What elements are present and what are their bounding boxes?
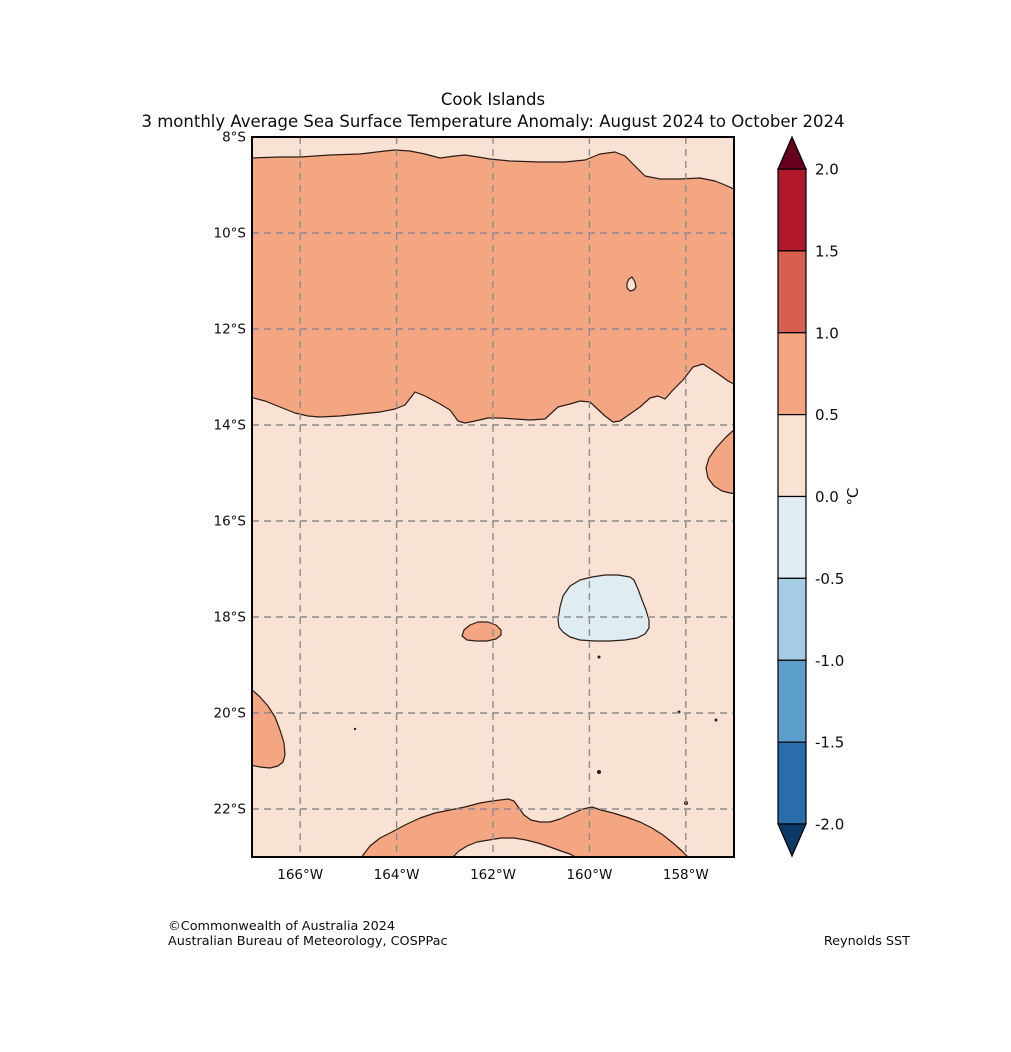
lat-tick-label: 16°S	[214, 514, 247, 530]
copyright-line1: ©Commonwealth of Australia 2024	[168, 919, 396, 934]
colorbar-segment	[777, 250, 807, 334]
colorbar-segment	[777, 332, 807, 416]
colorbar-segment	[777, 495, 807, 579]
colorbar-tick-label: -1.5	[815, 734, 844, 752]
copyright-line2: Australian Bureau of Meteorology, COSPPa…	[168, 934, 448, 950]
colorbar-arrow-below	[777, 823, 807, 858]
island-dot	[597, 655, 601, 659]
colorbar-tick-label: 0.5	[815, 406, 839, 424]
page-subtitle: 3 monthly Average Sea Surface Temperatur…	[141, 112, 845, 131]
region-warm-patch-east-14.5S	[705, 428, 734, 495]
region-cool-patch-160W-18S	[557, 574, 650, 642]
colorbar-tick-label: 1.5	[815, 242, 839, 260]
colorbar-tick-label: 1.0	[815, 324, 839, 342]
island-dot	[714, 718, 718, 722]
colorbar-segment	[777, 659, 807, 743]
island-dot	[597, 770, 601, 774]
colorbar-arrow-above	[777, 135, 807, 170]
lat-tick-label: 8°S	[222, 130, 246, 146]
lat-tick-label: 20°S	[214, 706, 247, 722]
lon-tick-label: 158°W	[663, 867, 709, 883]
colorbar-segment	[777, 741, 807, 825]
lat-tick-label: 18°S	[214, 610, 247, 626]
region-warm-patch-west-20S	[252, 688, 286, 769]
island-dot	[353, 727, 357, 731]
region-enclave-159W-11S	[626, 276, 637, 292]
graticule-gridlines	[252, 137, 734, 857]
colorbar-tick-label: -2.0	[815, 816, 844, 834]
colorbar-tick-label: -1.0	[815, 652, 844, 670]
lon-tick-label: 164°W	[374, 867, 420, 883]
region-warm-band-south	[360, 798, 689, 857]
region-warm-spot-162W-18.4S	[461, 621, 502, 642]
lon-tick-label: 160°W	[566, 867, 612, 883]
lat-tick-label: 22°S	[214, 802, 247, 818]
colorbar-segment	[777, 577, 807, 661]
colorbar-tick-label: -0.5	[815, 570, 844, 588]
colorbar-segment	[777, 414, 807, 498]
page-title: Cook Islands	[440, 90, 546, 109]
lat-tick-label: 10°S	[214, 226, 247, 242]
map-border	[251, 136, 735, 858]
lat-tick-label: 14°S	[214, 418, 247, 434]
lat-tick-label: 12°S	[214, 322, 247, 338]
colorbar-segment	[777, 168, 807, 252]
data-source-label: Reynolds SST	[823, 934, 910, 949]
colorbar-tick-label: 2.0	[815, 161, 839, 179]
colorbar-tick-label: 0.0	[815, 488, 839, 506]
figure-header: Cook Islands 3 monthly Average Sea Surfa…	[83, 89, 903, 133]
lon-tick-label: 162°W	[470, 867, 516, 883]
copyright-note: ©Commonwealth of Australia 2024 Australi…	[168, 919, 447, 949]
region-south-band-gap	[452, 837, 577, 857]
lon-tick-label: 166°W	[277, 867, 323, 883]
colorbar-unit-label: °C	[844, 488, 862, 506]
